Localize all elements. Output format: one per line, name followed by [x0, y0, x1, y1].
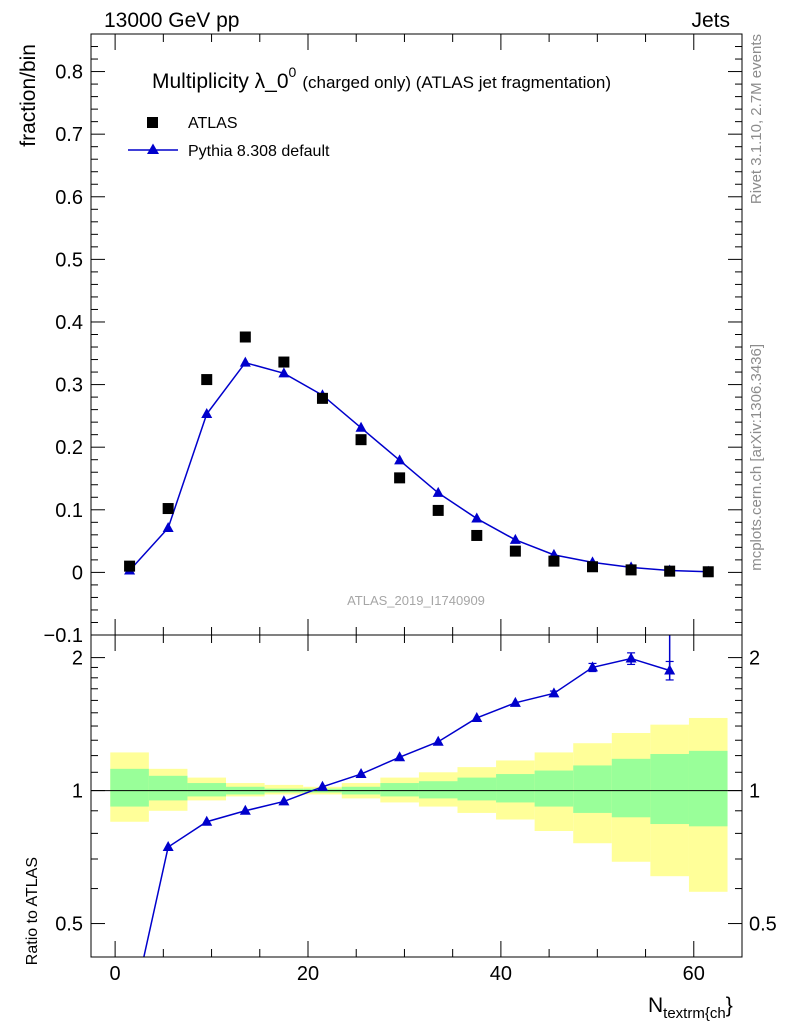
chart-title-rest: (charged only) (ATLAS jet fragmentation): [302, 73, 611, 92]
ratio-band-inner: [534, 770, 574, 807]
atlas-point: [124, 560, 136, 572]
ratio-frame: [90, 634, 743, 958]
ratio-band-inner: [110, 768, 149, 807]
main-y-tick-label: −0.1: [44, 625, 83, 647]
main-y-tick-label: 0.7: [55, 124, 83, 146]
atlas-point: [316, 392, 328, 404]
atlas-point: [162, 503, 174, 515]
main-y-tick-label: 0.5: [55, 249, 83, 271]
atlas-point: [278, 356, 290, 368]
ratio-y-tick-label: 1: [72, 781, 83, 803]
main-y-axis-label: fraction/bin: [17, 44, 40, 147]
legend-label-pythia: Pythia 8.308 default: [188, 143, 330, 160]
x-tick-label: 0: [110, 963, 121, 985]
pythia-point: [509, 533, 521, 544]
chart-title: Multiplicity λ_00 (charged only) (ATLAS j…: [152, 64, 611, 93]
ratio-y-tick-label-right: 1: [749, 781, 760, 803]
ratio-series-group: [143, 635, 676, 957]
atlas-point: [432, 504, 444, 516]
main-y-tick-label: 0.4: [55, 312, 83, 334]
header-right: Jets: [691, 9, 730, 32]
pythia-point: [201, 408, 213, 419]
pythia-point: [355, 421, 367, 432]
ratio-pythia-point: [548, 687, 560, 698]
ratio-band-inner: [650, 754, 689, 825]
pythia-point: [162, 521, 174, 532]
analysis-watermark: ATLAS_2019_I1740909: [347, 593, 485, 608]
header-left: 13000 GeV pp: [104, 9, 239, 32]
ratio-pythia-point: [239, 804, 251, 815]
ratio-band-inner: [611, 758, 651, 818]
x-axis-label-sub: textrm{ch: [663, 1005, 726, 1022]
main-y-tick-label: 0.1: [55, 500, 83, 522]
ratio-band-inner: [688, 750, 728, 827]
atlas-point: [509, 545, 521, 557]
ratio-pythia-point: [509, 696, 521, 707]
ratio-pythia-point: [625, 652, 637, 663]
rivet-info: Rivet 3.1.10, 2.7M events: [748, 34, 765, 204]
pythia-point: [278, 367, 290, 378]
atlas-point: [625, 564, 637, 576]
legend-marker-pythia: [147, 143, 159, 154]
ratio-pythia-point: [587, 661, 599, 672]
atlas-point: [201, 374, 213, 386]
atlas-point: [587, 561, 599, 573]
pythia-line: [129, 361, 709, 573]
atlas-point: [394, 472, 406, 484]
x-axis-label-main: N: [648, 994, 663, 1017]
atlas-point: [239, 331, 251, 343]
ratio-pythia-point: [278, 795, 290, 806]
main-y-tick-label: 0.2: [55, 437, 83, 459]
ratio-pythia-point: [664, 664, 676, 675]
pythia-point: [432, 486, 444, 497]
ratio-pythia-point: [201, 815, 213, 826]
atlas-point: [548, 555, 560, 567]
atlas-point: [355, 434, 367, 446]
ratio-band-inner: [418, 781, 458, 799]
ratio-band-inner: [496, 774, 535, 803]
main-y-tick-label: 0.6: [55, 187, 83, 209]
x-axis-label: Ntextrm{ch}: [648, 994, 733, 1022]
chart-title-sup: 0: [289, 64, 297, 80]
pythia-point: [471, 512, 483, 523]
atlas-point: [471, 529, 483, 541]
legend: ATLAS Pythia 8.308 default: [128, 115, 330, 160]
ratio-pythia-point: [471, 711, 483, 722]
pythia-point: [239, 356, 251, 367]
ratio-y-tick-label: 2: [72, 648, 83, 670]
legend-marker-atlas: [147, 117, 158, 128]
ratio-band-inner: [573, 765, 612, 813]
ratio-band-inner: [457, 777, 497, 801]
ratio-pythia-point: [355, 768, 367, 779]
ratio-pythia-point: [394, 751, 406, 762]
pythia-point: [394, 454, 406, 465]
ratio-panel: 0.5 0.51 12 20 20 40 60: [55, 634, 777, 985]
legend-label-atlas: ATLAS: [188, 115, 238, 132]
ratio-y-tick-label-right: 0.5: [749, 914, 777, 936]
ratio-y-tick-label: 0.5: [55, 914, 83, 936]
main-panel: −0.1 0 0.1 0.2 0.3 0.4 0.5 0.6 0.7 0.8: [44, 33, 743, 647]
main-y-tick-label: 0.8: [55, 62, 83, 84]
ratio-y-axis-label: Ratio to ATLAS: [24, 857, 41, 965]
x-tick-label: 40: [490, 963, 512, 985]
ratio-y-tick-label-right: 2: [749, 648, 760, 670]
chart-title-main: Multiplicity λ_0: [152, 70, 289, 93]
ratio-pythia-point: [432, 735, 444, 746]
main-y-tick-label: 0.3: [55, 375, 83, 397]
mcplots-info: mcplots.cern.ch [arXiv:1306.3436]: [748, 344, 765, 571]
ratio-band-inner: [187, 783, 227, 797]
ratio-pythia-point: [162, 841, 174, 852]
x-tick-label: 20: [297, 963, 319, 985]
atlas-point: [664, 565, 676, 577]
x-tick-label: 60: [683, 963, 705, 985]
atlas-point: [702, 566, 714, 578]
ratio-band-inner: [380, 783, 419, 797]
x-axis-label-close: }: [726, 994, 733, 1017]
ratio-pythia-point: [316, 780, 328, 791]
ratio-band-inner: [148, 775, 188, 801]
main-y-tick-label: 0: [72, 562, 83, 584]
